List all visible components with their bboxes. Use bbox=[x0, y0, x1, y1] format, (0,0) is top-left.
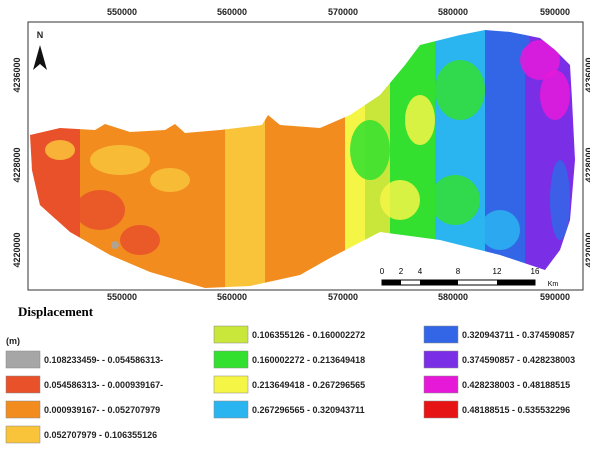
legend-swatch bbox=[213, 400, 249, 419]
y-coord-label: 4228000 bbox=[584, 147, 590, 182]
legend-swatch bbox=[5, 400, 41, 419]
map-zone bbox=[75, 190, 125, 230]
north-arrow bbox=[33, 45, 47, 70]
y-coord-label: 4236000 bbox=[584, 57, 590, 92]
legend-swatch bbox=[5, 350, 41, 369]
legend-label: 0.108233459- - 0.054586313- bbox=[44, 355, 163, 365]
legend-swatch bbox=[5, 375, 41, 394]
y-coord-label: 4228000 bbox=[12, 147, 22, 182]
scale-bar-segment bbox=[497, 280, 535, 285]
x-coord-label: 560000 bbox=[217, 7, 247, 17]
legend-unit: (m) bbox=[6, 336, 20, 346]
legend-label: 0.374590857 - 0.428238003 bbox=[462, 355, 575, 365]
x-coord-label: 590000 bbox=[540, 292, 570, 302]
legend-label: 0.106355126 - 0.160002272 bbox=[252, 330, 365, 340]
scale-label: 16 bbox=[531, 267, 540, 276]
legend-label: 0.267296565 - 0.320943711 bbox=[252, 405, 365, 415]
map-zone bbox=[430, 175, 480, 225]
scale-label: 12 bbox=[493, 267, 502, 276]
scale-label: 8 bbox=[456, 267, 461, 276]
scale-label: 0 bbox=[380, 267, 385, 276]
legend-swatch bbox=[213, 325, 249, 344]
legend-label: 0.428238003 - 0.48188515 bbox=[462, 380, 570, 390]
x-coord-label: 570000 bbox=[328, 292, 358, 302]
map-zone bbox=[520, 40, 560, 80]
legend-label: 0.48188515 - 0.535532296 bbox=[462, 405, 570, 415]
legend-label: 0.054586313- - 0.000939167- bbox=[44, 380, 163, 390]
legend-label: 0.160002272 - 0.213649418 bbox=[252, 355, 365, 365]
map-zone bbox=[350, 120, 390, 180]
y-coord-label: 4236000 bbox=[12, 57, 22, 92]
map-zone bbox=[90, 145, 150, 175]
map-zone bbox=[540, 70, 570, 120]
legend-title: Displacement bbox=[18, 304, 94, 319]
x-coord-label: 550000 bbox=[107, 7, 137, 17]
legend-swatch bbox=[423, 325, 459, 344]
map-zone bbox=[45, 140, 75, 160]
scale-unit: Km bbox=[548, 281, 559, 288]
legend-swatch bbox=[213, 375, 249, 394]
x-coord-label: 590000 bbox=[540, 7, 570, 17]
scale-label: 4 bbox=[418, 267, 423, 276]
map-zone bbox=[485, 30, 525, 288]
map-zone bbox=[500, 30, 530, 50]
y-coord-label: 4220000 bbox=[12, 232, 22, 267]
map-zone bbox=[380, 180, 420, 220]
legend-label: 0.000939167- - 0.052707979 bbox=[44, 405, 160, 415]
map-zone bbox=[150, 168, 190, 192]
legend-label: 0.052707979 - 0.106355126 bbox=[44, 430, 157, 440]
x-coord-label: 560000 bbox=[217, 292, 247, 302]
north-label: N bbox=[37, 30, 44, 40]
legend-swatch bbox=[423, 400, 459, 419]
x-coord-label: 550000 bbox=[107, 292, 137, 302]
scale-bar-segment bbox=[382, 280, 401, 285]
legend-swatch bbox=[423, 350, 459, 369]
x-coord-label: 570000 bbox=[328, 7, 358, 17]
map-zone bbox=[435, 60, 485, 120]
map-zone bbox=[111, 241, 119, 249]
legend-swatch bbox=[5, 425, 41, 444]
map-zone bbox=[550, 160, 570, 240]
legend-label: 0.213649418 - 0.267296565 bbox=[252, 380, 365, 390]
scale-label: 2 bbox=[399, 267, 404, 276]
y-coord-label: 4220000 bbox=[584, 232, 590, 267]
legend-swatch bbox=[213, 350, 249, 369]
legend-swatch bbox=[423, 375, 459, 394]
x-coord-label: 580000 bbox=[438, 7, 468, 17]
scale-bar-segment bbox=[420, 280, 458, 285]
legend-label: 0.320943711 - 0.374590857 bbox=[462, 330, 575, 340]
map-zone bbox=[480, 210, 520, 250]
map-zone bbox=[120, 225, 160, 255]
map-zone bbox=[405, 95, 435, 145]
x-coord-label: 580000 bbox=[438, 292, 468, 302]
